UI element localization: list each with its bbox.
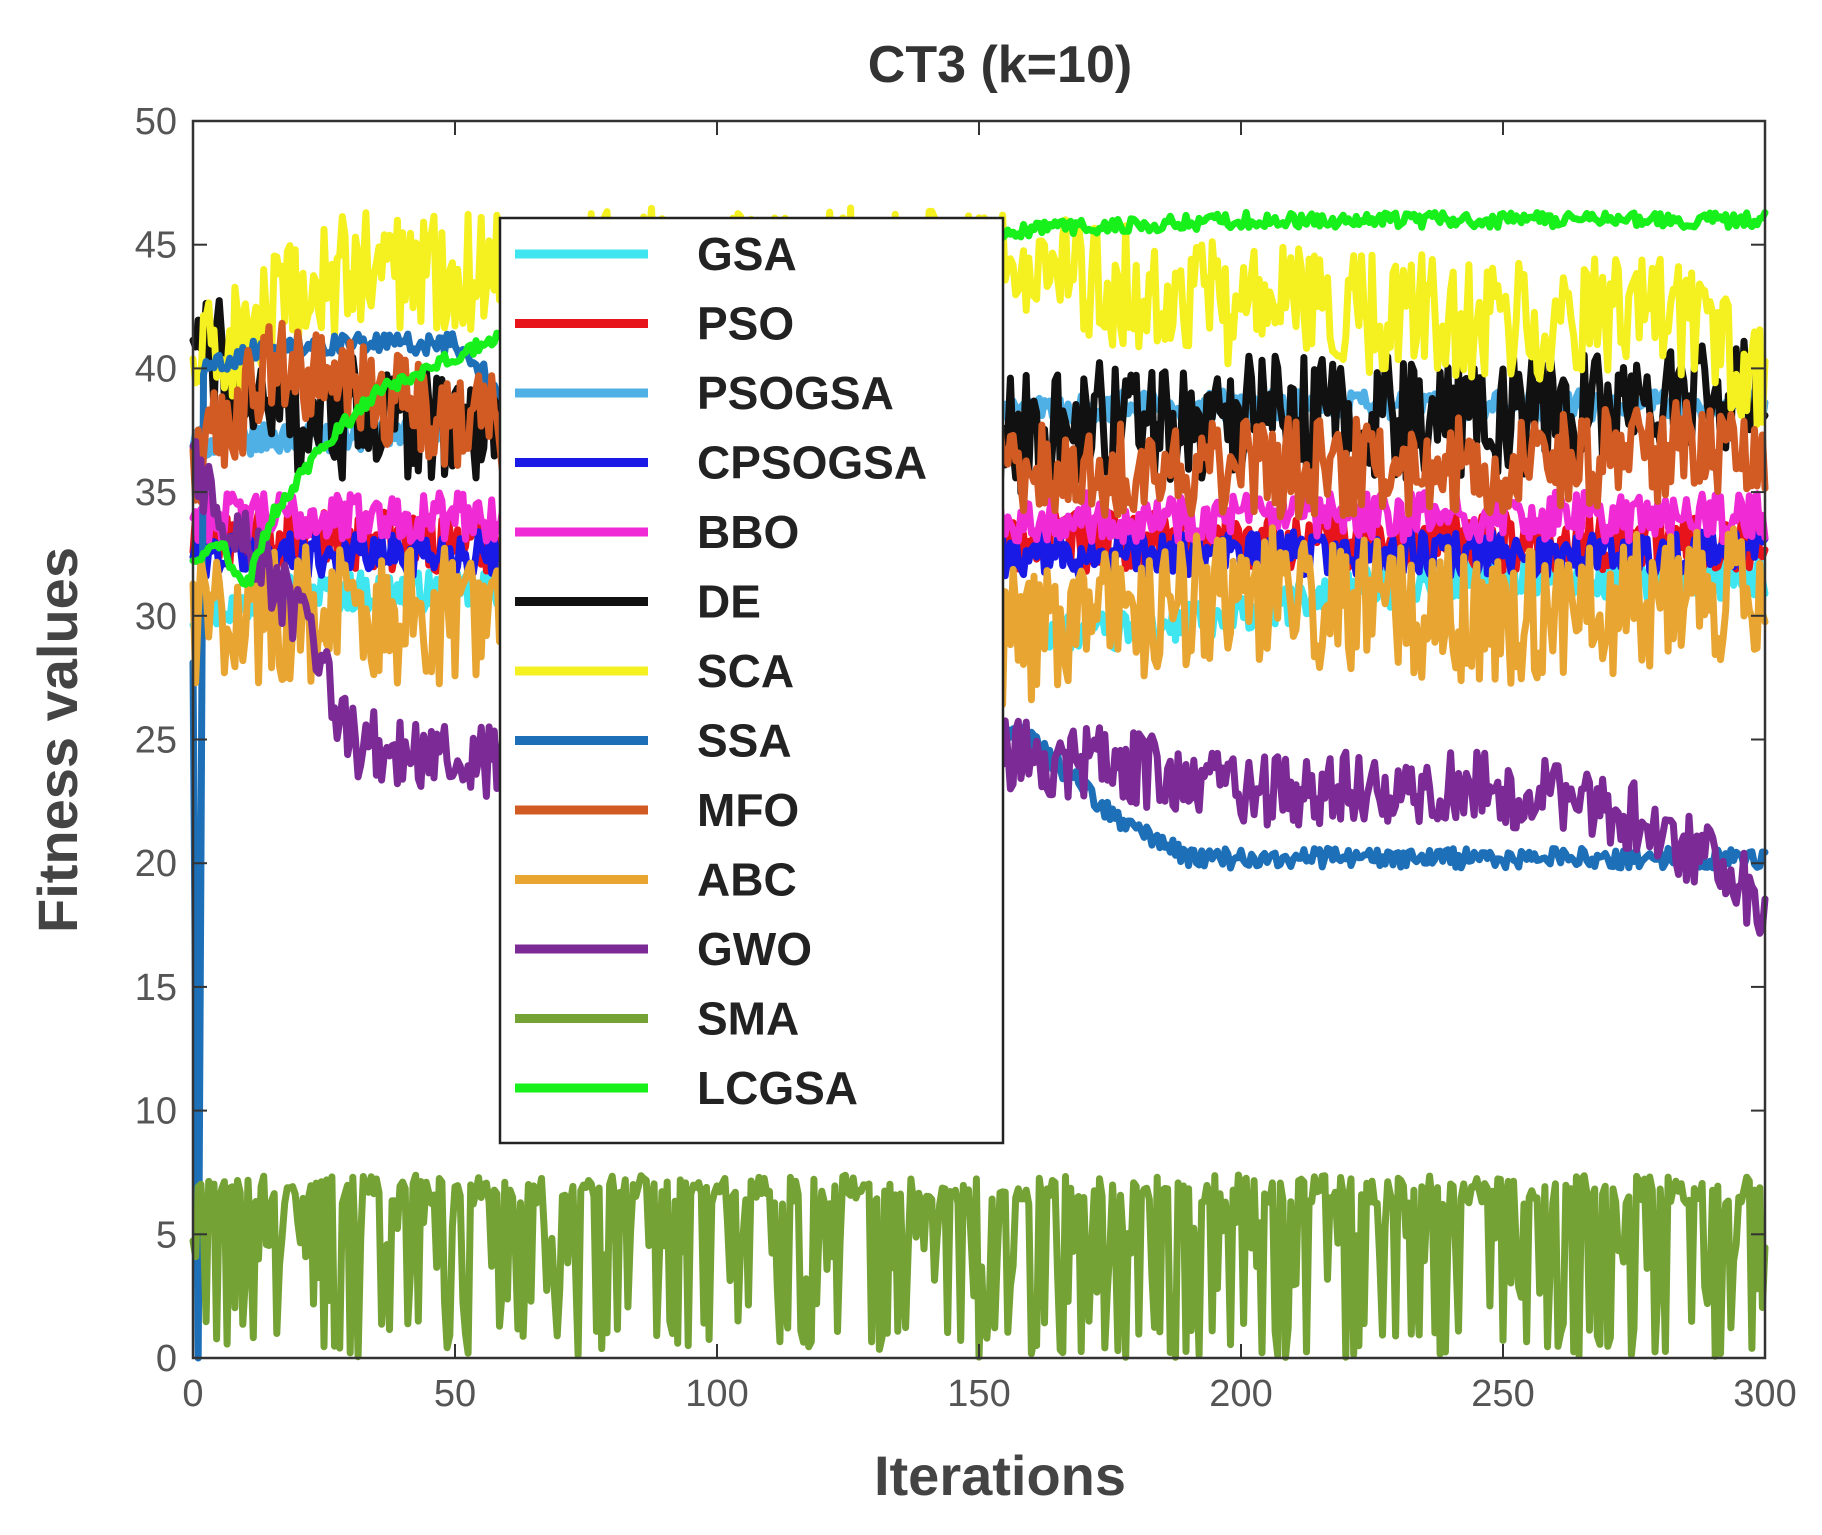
x-tick-label: 250	[1471, 1373, 1534, 1415]
legend-label-sca: SCA	[697, 645, 794, 697]
legend-label-gwo: GWO	[697, 923, 812, 975]
legend-label-psogsa: PSOGSA	[697, 367, 894, 419]
y-tick-label: 50	[135, 101, 177, 143]
legend-label-de: DE	[697, 576, 761, 628]
x-tick-label: 100	[685, 1373, 748, 1415]
y-tick-label: 35	[135, 472, 177, 514]
y-tick-label: 40	[135, 348, 177, 390]
axis-ticks: 0 50 100 150 200 250 300 0 5 10 15 20 25 30 35 40 45 50	[135, 101, 1797, 1415]
legend-label-mfo: MFO	[697, 784, 799, 836]
legend-label-sma: SMA	[697, 993, 799, 1045]
y-tick-label: 15	[135, 967, 177, 1009]
x-tick-label: 0	[182, 1373, 203, 1415]
legend: GSA PSO PSOGSA CPSOGSA BBO DE SCA SSA MFO ABC GWO S…	[498, 216, 1005, 1145]
x-tick-label: 150	[947, 1373, 1010, 1415]
x-tick-label: 50	[434, 1373, 476, 1415]
legend-label-lcgsa: LCGSA	[697, 1062, 858, 1114]
y-tick-label: 45	[135, 225, 177, 267]
y-tick-label: 5	[156, 1214, 177, 1256]
y-tick-label: 30	[135, 596, 177, 638]
y-tick-label: 0	[156, 1338, 177, 1380]
legend-label-ssa: SSA	[697, 715, 792, 767]
chart-title: CT3 (k=10)	[868, 36, 1132, 94]
y-tick-label: 20	[135, 843, 177, 885]
y-axis-label: Fitness values	[26, 547, 89, 933]
x-tick-label: 300	[1733, 1373, 1796, 1415]
legend-label-cpsogsa: CPSOGSA	[697, 437, 927, 489]
legend-label-gsa: GSA	[697, 228, 797, 280]
x-axis-label: Iterations	[874, 1444, 1126, 1507]
x-tick-label: 200	[1209, 1373, 1272, 1415]
series-line-sma	[189, 1171, 1769, 1361]
y-tick-label: 10	[135, 1091, 177, 1133]
legend-label-pso: PSO	[697, 298, 794, 350]
legend-label-bbo: BBO	[697, 506, 799, 558]
legend-box	[498, 216, 1005, 1145]
legend-label-abc: ABC	[697, 854, 797, 906]
y-tick-label: 25	[135, 720, 177, 762]
